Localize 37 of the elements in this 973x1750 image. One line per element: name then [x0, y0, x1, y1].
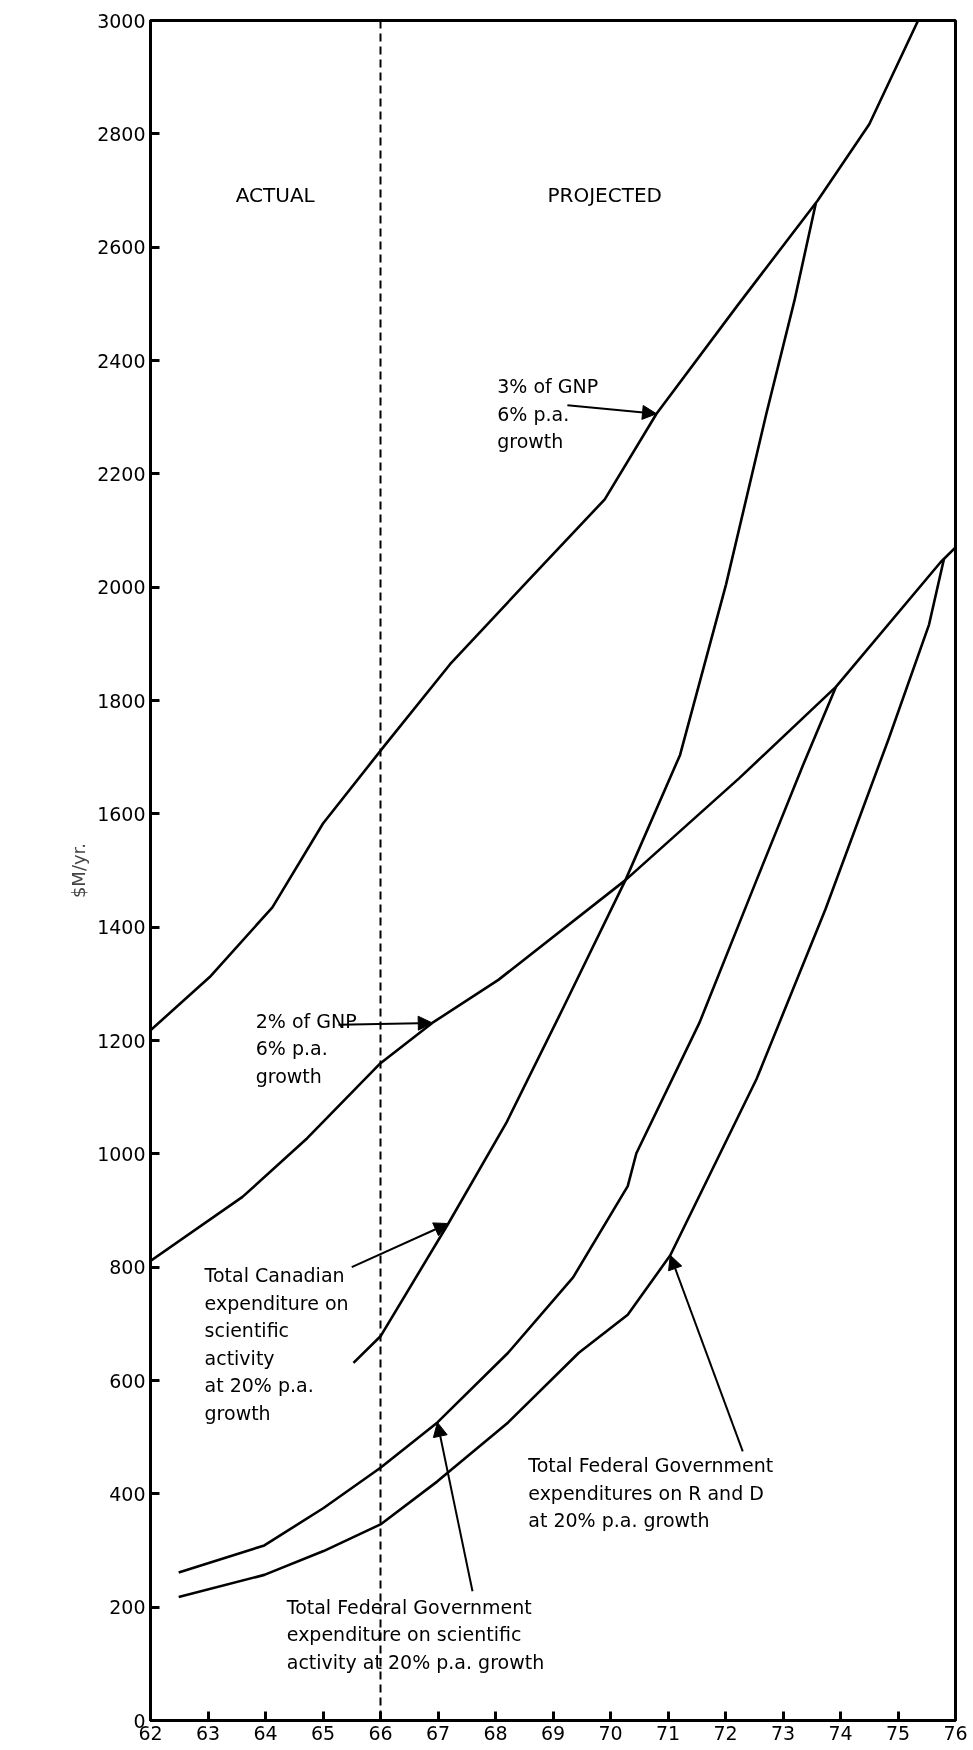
- annotation: Total Federal Government expenditure on scientific activity at 20% p.a. growth: [285, 1595, 545, 1673]
- y-tick-label: 1400: [97, 916, 146, 939]
- x-tick-label: 70: [598, 1721, 623, 1744]
- x-tick-label: 64: [253, 1721, 278, 1744]
- y-tick-label: 600: [109, 1369, 146, 1392]
- annotation: Total Canadian expenditure on scientific activity at 20% p.a. growth: [203, 1264, 349, 1424]
- y-tick-label: 3000: [97, 9, 146, 32]
- x-tick-label: 76: [943, 1721, 968, 1744]
- x-tick-label: 66: [368, 1721, 393, 1744]
- y-tick-label: 2000: [97, 576, 146, 599]
- y-tick-label: 800: [109, 1256, 146, 1279]
- annotation: ACTUAL: [235, 183, 316, 208]
- x-tick-label: 72: [713, 1721, 738, 1744]
- x-tick-label: 67: [425, 1721, 451, 1744]
- y-tick-label: 1000: [97, 1142, 146, 1165]
- y-tick-label: 2800: [97, 122, 146, 145]
- annotation: Total Federal Government expenditures on R and D at 20% p.a. growth: [527, 1454, 774, 1532]
- y-tick-label: 2600: [97, 236, 146, 259]
- y-tick-label: 1800: [97, 689, 146, 712]
- y-tick-label: 2400: [97, 349, 146, 372]
- y-tick-label: 400: [109, 1482, 146, 1505]
- annotation: PROJECTED: [547, 183, 662, 208]
- y-tick-label: 200: [109, 1596, 146, 1619]
- y-tick-label: 1600: [97, 802, 146, 825]
- x-tick-label: 65: [310, 1721, 336, 1744]
- y-tick-label: 2200: [97, 462, 146, 485]
- x-tick-label: 68: [483, 1721, 508, 1744]
- x-tick-label: 69: [540, 1721, 566, 1744]
- annotation: 2% of GNP 6% p.a. growth: [255, 1009, 357, 1087]
- y-axis-title: $M/yr.: [68, 842, 90, 899]
- x-tick-label: 71: [655, 1721, 681, 1744]
- x-tick-label: 73: [770, 1721, 796, 1744]
- x-tick-label: 74: [828, 1721, 853, 1744]
- x-tick-label: 63: [195, 1721, 221, 1744]
- x-tick-label: 75: [885, 1721, 911, 1744]
- y-tick-label: 1200: [97, 1029, 146, 1052]
- annotation: 3% of GNP 6% p.a. growth: [497, 375, 599, 453]
